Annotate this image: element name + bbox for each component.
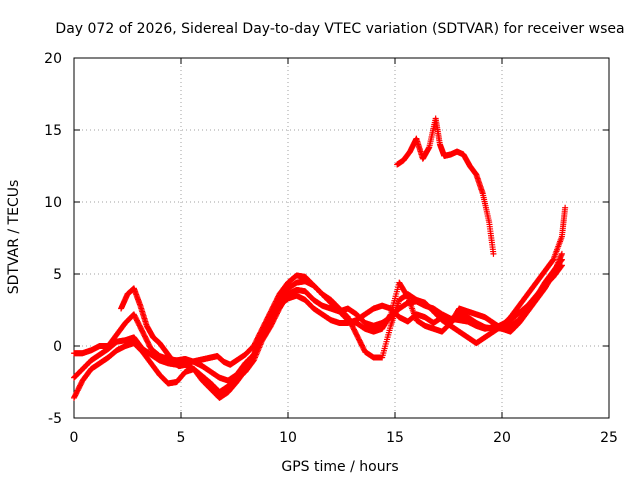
x-tick-label: 0 [70,430,79,446]
axis-ticks: 0 5 10 15 20 25 -5 0 5 10 15 20 [44,51,618,446]
y-tick-label: 20 [44,51,62,67]
y-tick-label: -5 [48,411,62,427]
y-tick-label: 0 [53,339,62,355]
x-tick-label: 25 [600,430,618,446]
data-series [71,115,569,401]
x-tick-label: 15 [386,430,404,446]
x-tick-label: 10 [279,430,297,446]
y-tick-label: 10 [44,195,62,211]
chart-title: Day 072 of 2026, Sidereal Day-to-day VTE… [55,21,624,37]
plot-frame [73,57,610,419]
x-tick-label: 20 [493,430,511,446]
y-tick-label: 15 [44,123,62,139]
y-tick-label: 5 [53,267,62,283]
x-tick-label: 5 [177,430,186,446]
x-axis-label: GPS time / hours [281,459,398,475]
y-axis-label: SDTVAR / TECUs [6,180,22,295]
